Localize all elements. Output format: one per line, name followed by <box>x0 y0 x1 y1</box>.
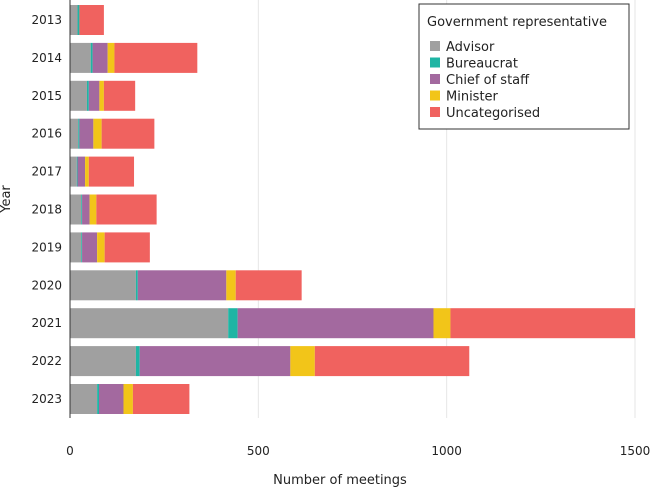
bar-2015-chief-of-staff <box>88 80 100 111</box>
bar-2021-advisor <box>70 308 229 339</box>
bar-2019-advisor <box>70 232 82 263</box>
bar-2016-advisor <box>70 118 79 149</box>
bar-2014-bureaucrat <box>90 42 93 73</box>
bar-2013-bureaucrat <box>77 5 80 35</box>
bar-2020-bureaucrat <box>135 270 138 301</box>
legend-label-minister: Minister <box>446 90 499 105</box>
legend-swatch-minister <box>430 90 440 101</box>
bar-2015-advisor <box>70 80 87 111</box>
bar-2013-uncategorised <box>79 5 104 35</box>
bar-2014-advisor <box>70 42 91 73</box>
bar-2020-uncategorised <box>235 270 302 301</box>
legend-swatch-advisor <box>430 41 440 51</box>
x-tick-label-500: 500 <box>247 444 270 458</box>
x-tick-labels: 0 500 1000 1500 <box>66 444 650 458</box>
bar-2018-uncategorised <box>96 194 157 225</box>
bar-2022-chief-of-staff <box>139 346 291 377</box>
bar-2019-chief-of-staff <box>82 232 98 263</box>
y-tick-label-2018: 2018 <box>31 203 62 217</box>
bar-2019-uncategorised <box>104 232 150 263</box>
y-tick-label-2015: 2015 <box>31 89 62 103</box>
bar-2015-minister <box>99 80 104 111</box>
y-tick-label-2016: 2016 <box>31 127 62 141</box>
bar-2021-chief-of-staff <box>237 308 434 339</box>
y-tick-label-2017: 2017 <box>31 165 62 179</box>
legend: Government representative Advisor Bureauc… <box>418 3 630 130</box>
y-axis-title: Year <box>0 185 14 214</box>
y-tick-label-2020: 2020 <box>31 278 62 292</box>
legend-box <box>418 3 630 130</box>
bar-2017-advisor <box>70 156 77 187</box>
x-tick-label-1000: 1000 <box>431 444 462 458</box>
legend-label-chief-of-staff: Chief of staff <box>446 73 530 88</box>
bar-2022-uncategorised <box>314 346 470 377</box>
x-tick-label-1500: 1500 <box>620 444 651 458</box>
y-tick-label-2014: 2014 <box>31 51 62 65</box>
bar-2018-minister <box>89 194 97 225</box>
bar-2022-bureaucrat <box>135 346 140 377</box>
bar-2016-bureaucrat <box>78 118 80 149</box>
y-tick-labels: 2013 2014 2015 2016 2017 2018 2019 2020 2021 2022… <box>31 13 62 406</box>
bar-2021-uncategorised <box>450 308 635 339</box>
bar-2013-advisor <box>70 5 78 35</box>
bar-2019-minister <box>97 232 105 263</box>
bar-2023-chief-of-staff <box>99 384 124 414</box>
bar-2023-uncategorised <box>132 384 190 414</box>
bar-2014-minister <box>107 42 115 73</box>
bar-2023-minister <box>123 384 133 414</box>
bar-2016-minister <box>93 118 102 149</box>
y-tick-label-2013: 2013 <box>31 13 62 27</box>
bar-2023-advisor <box>70 384 98 414</box>
bar-2018-advisor <box>70 194 82 225</box>
y-tick-label-2022: 2022 <box>31 354 62 368</box>
legend-title: Government representative <box>427 15 607 30</box>
legend-label-bureaucrat: Bureaucrat <box>446 57 518 72</box>
bar-2021-minister <box>433 308 451 339</box>
bar-2020-minister <box>226 270 236 301</box>
bar-2014-uncategorised <box>114 42 198 73</box>
bar-2022-minister <box>290 346 315 377</box>
y-tick-label-2021: 2021 <box>31 316 62 330</box>
legend-swatch-chief-of-staff <box>430 74 440 84</box>
bar-2015-bureaucrat <box>86 80 89 111</box>
y-tick-label-2019: 2019 <box>31 240 62 254</box>
bar-2018-chief-of-staff <box>82 194 90 225</box>
bar-2018-bureaucrat <box>81 194 83 225</box>
legend-label-advisor: Advisor <box>446 40 495 55</box>
y-tick-label-2023: 2023 <box>31 392 62 406</box>
bar-2017-chief-of-staff <box>77 156 86 187</box>
bar-2019-bureaucrat <box>81 232 83 263</box>
bar-2015-uncategorised <box>103 80 136 111</box>
legend-swatch-uncategorised <box>430 107 440 117</box>
bar-2017-uncategorised <box>88 156 135 187</box>
bar-2020-advisor <box>70 270 136 301</box>
bar-2017-bureaucrat <box>76 156 78 187</box>
bar-2022-advisor <box>70 346 136 377</box>
legend-swatch-bureaucrat <box>430 57 440 68</box>
bar-2020-chief-of-staff <box>137 270 227 301</box>
bar-2014-chief-of-staff <box>92 42 108 73</box>
bar-2017-minister <box>85 156 89 187</box>
x-tick-label-0: 0 <box>66 444 74 458</box>
bar-2023-bureaucrat <box>97 384 100 414</box>
bar-2016-uncategorised <box>101 118 155 149</box>
bar-2016-chief-of-staff <box>79 118 94 149</box>
legend-label-uncategorised: Uncategorised <box>446 106 540 121</box>
x-axis-title: Number of meetings <box>273 473 407 488</box>
bar-2021-bureaucrat <box>228 308 238 339</box>
bars <box>70 5 635 414</box>
